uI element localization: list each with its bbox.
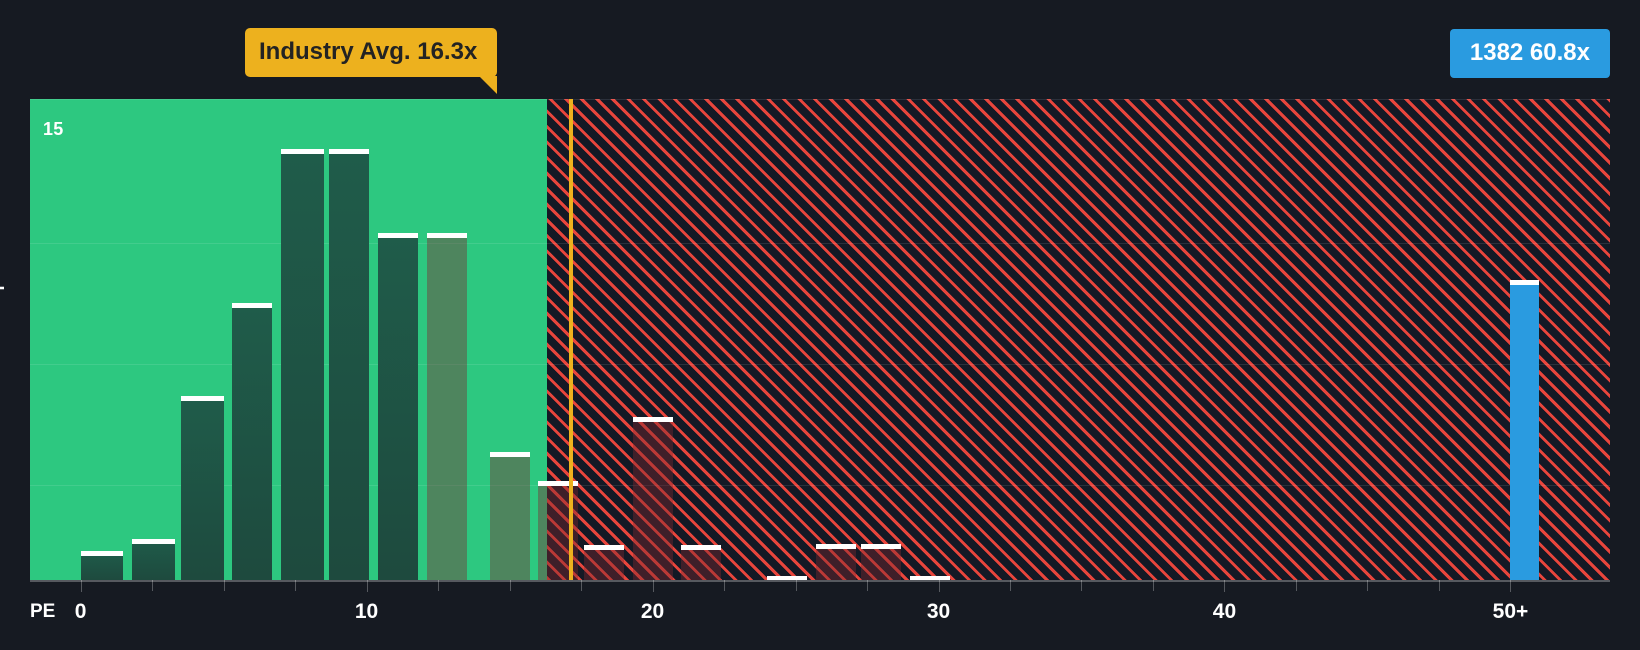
x-minor-tick (1295, 580, 1297, 591)
x-axis-line (30, 580, 1610, 582)
industry-average-label: Industry Avg. 16.3x (259, 38, 478, 65)
x-minor-tick (509, 580, 511, 591)
histogram-bar-17[interactable] (909, 575, 950, 580)
x-tick-label-40: 40 (1212, 600, 1237, 623)
histogram-bar-12[interactable] (632, 416, 673, 580)
bar-cap (632, 416, 673, 422)
histogram-bar-5[interactable] (280, 148, 324, 580)
bar-cap (489, 451, 530, 457)
x-axis-title: PE (30, 601, 56, 622)
histogram-bar-6[interactable] (329, 148, 370, 580)
bar-cap (681, 545, 722, 551)
x-minor-tick (152, 580, 154, 591)
histogram-bar-11[interactable] (583, 545, 624, 580)
histogram-bar-company[interactable] (1510, 279, 1540, 580)
x-minor-tick (581, 580, 583, 591)
x-minor-tick (1367, 580, 1369, 591)
bar-cap (583, 545, 624, 551)
x-tick-40 (1224, 580, 1226, 592)
histogram-bar-16[interactable] (861, 543, 902, 580)
x-tick-label-20: 20 (640, 600, 665, 623)
bar-cap (180, 396, 224, 402)
x-minor-tick (295, 580, 297, 591)
industry-average-callout[interactable]: Industry Avg. 16.3x (245, 28, 498, 94)
x-tick-label-50+: 50+ (1492, 600, 1529, 623)
bar-cap (766, 575, 807, 580)
x-minor-tick (795, 580, 797, 591)
histogram-bar-14[interactable] (766, 575, 807, 580)
bar-cap (815, 543, 856, 549)
company-pe-badge[interactable]: 1382 60.8x (1449, 29, 1610, 78)
y-axis-top-tick: 15 (43, 119, 64, 139)
x-tick-20 (652, 580, 654, 592)
histogram-bar-3[interactable] (180, 396, 224, 580)
x-minor-tick (438, 580, 440, 591)
histogram-bar-1[interactable] (80, 550, 124, 580)
histogram-bar-9[interactable] (489, 451, 530, 580)
x-minor-tick (223, 580, 225, 591)
plot-area (30, 99, 1610, 580)
bar-cap (80, 550, 124, 556)
expensive-value-zone (546, 99, 1610, 580)
bar-cap (377, 233, 418, 239)
x-minor-tick (724, 580, 725, 591)
x-tick-50+ (1510, 580, 1512, 592)
x-minor-tick (1081, 580, 1083, 591)
bar-cap (329, 148, 370, 154)
x-tick-10 (366, 580, 368, 592)
x-minor-tick (1009, 580, 1011, 591)
y-axis-title: No. of Companies (0, 230, 5, 392)
x-minor-tick (1438, 580, 1440, 591)
bar-cap (1510, 279, 1540, 285)
bar-cap (538, 480, 579, 486)
x-tick-0 (80, 580, 82, 592)
x-tick-30 (938, 580, 940, 592)
histogram-bar-15[interactable] (815, 543, 856, 580)
x-minor-tick (1152, 580, 1154, 591)
company-pe-label: 1382 60.8x (1469, 39, 1590, 66)
industry-average-line (568, 99, 573, 580)
histogram-bar-13[interactable] (681, 545, 722, 580)
histogram-bar-7[interactable] (377, 233, 418, 580)
bar-cap (426, 233, 467, 239)
x-tick-label-0: 0 (74, 600, 87, 623)
bar-cap (280, 148, 324, 154)
histogram-bar-8[interactable] (426, 233, 467, 580)
bar-cap (232, 303, 273, 309)
bar-cap (909, 575, 950, 580)
bar-cap (132, 539, 175, 545)
callout-tail-icon (479, 76, 498, 94)
histogram-bar-2[interactable] (132, 539, 175, 580)
x-tick-label-30: 30 (926, 600, 951, 623)
x-minor-tick (867, 580, 868, 591)
bar-cap (861, 543, 902, 549)
x-tick-label-10: 10 (354, 600, 379, 623)
histogram-bar-4[interactable] (232, 303, 273, 580)
